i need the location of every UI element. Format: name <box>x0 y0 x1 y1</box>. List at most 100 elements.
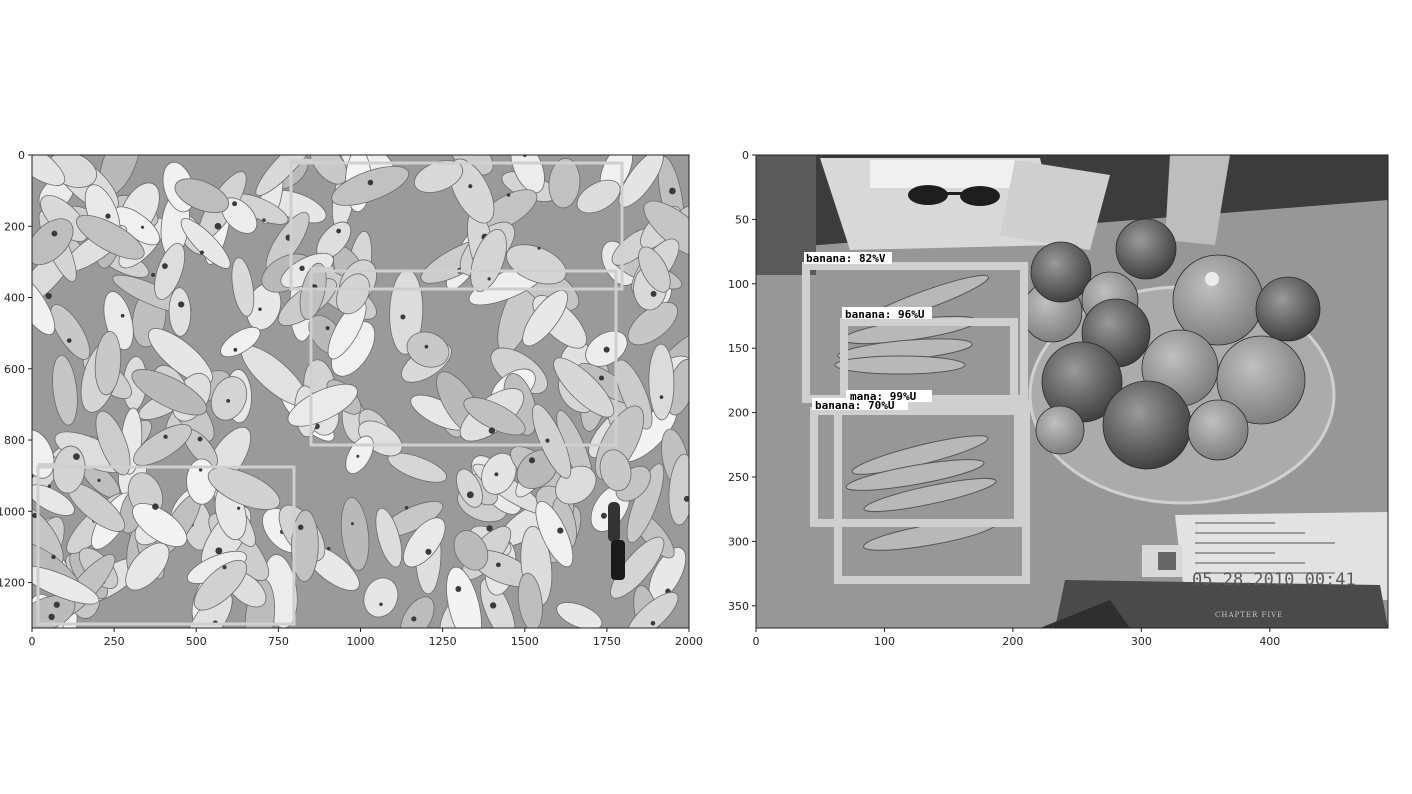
x-tick-label: 1500 <box>511 635 539 648</box>
paper-line <box>1195 552 1275 554</box>
banana-spot <box>350 522 354 526</box>
banana-spot <box>487 277 491 281</box>
banana-spot <box>199 250 204 255</box>
banana-shape <box>75 214 145 260</box>
banana-shape <box>556 602 603 628</box>
banana-shape <box>548 157 581 209</box>
y-tick-label: 200 <box>728 407 749 420</box>
y-tick-label: 600 <box>4 363 25 376</box>
banana-spot <box>140 225 145 229</box>
banana-spot <box>489 602 497 609</box>
right-axes-frame <box>755 154 1389 629</box>
detection-label: banana: 70%U <box>815 399 895 412</box>
y-tick-label: 200 <box>4 220 25 233</box>
banana-shape <box>610 536 665 599</box>
banana-spot <box>215 547 223 555</box>
banana-shape <box>481 452 517 495</box>
banana-spot <box>468 184 473 189</box>
paper-line <box>1195 542 1335 544</box>
banana-spot <box>214 222 222 230</box>
banana-spot <box>152 503 159 510</box>
banana-shape <box>453 530 489 571</box>
right-axis-ticks: 0 100 200 300 400 0 50 100 150 200 250 300 350 <box>728 149 1280 648</box>
timestamp: 05.28.2010 00:41 <box>1192 570 1356 590</box>
banana-shape <box>522 290 568 347</box>
banana-spot <box>466 491 474 499</box>
banana-spot <box>600 512 607 519</box>
sunglasses-icon <box>908 185 1000 206</box>
banana-shape <box>553 357 615 418</box>
banana-shape <box>231 257 255 317</box>
detection-boxes <box>802 262 1030 584</box>
banana-shape <box>479 578 516 628</box>
banana-spot <box>659 395 664 399</box>
y-tick-label: 100 <box>728 278 749 291</box>
banana-spot <box>356 454 360 458</box>
banana-shape <box>207 467 281 510</box>
banana-shape <box>510 155 545 194</box>
fruit-sticker <box>1205 272 1219 286</box>
banana-spot <box>411 616 417 622</box>
paper-line <box>1195 562 1305 564</box>
banana-spot <box>232 201 238 207</box>
banana-shape <box>375 507 403 568</box>
orange <box>1216 335 1306 425</box>
banana-spot <box>650 620 656 626</box>
banana-shape <box>863 477 997 513</box>
banana-spot <box>598 375 605 381</box>
paper-line <box>1195 572 1335 574</box>
banana-spot <box>320 150 325 155</box>
banana-shape <box>626 591 679 628</box>
paper-line <box>1195 532 1305 534</box>
apple <box>1030 241 1092 303</box>
x-tick-label: 200 <box>1002 635 1023 648</box>
y-tick-label: 150 <box>728 342 749 355</box>
x-tick-label: 1000 <box>347 635 375 648</box>
banana-spot <box>198 468 203 472</box>
banana-spot <box>73 453 80 461</box>
banana-spot <box>326 546 331 551</box>
banana-photo-left <box>24 150 689 628</box>
y-tick-label: 350 <box>728 600 749 613</box>
banana-shape <box>255 155 317 196</box>
banana-spot <box>161 263 168 269</box>
x-tick-label: 400 <box>1259 635 1280 648</box>
banana-shape <box>627 302 678 346</box>
banana-spot <box>683 495 689 502</box>
banana-spot <box>24 541 29 546</box>
detection-label: mana: 99%U <box>850 390 917 403</box>
x-tick-label: 0 <box>753 635 760 648</box>
banana-spot <box>237 506 241 510</box>
banana-spot <box>105 213 111 219</box>
banana-spot <box>545 438 550 443</box>
detection-box <box>834 400 1030 584</box>
detection-box <box>810 407 1022 527</box>
detection-box <box>36 465 296 626</box>
apple <box>1102 380 1192 470</box>
y-tick-label: 1200 <box>0 577 25 590</box>
banana-spot <box>178 301 185 308</box>
banana-shape <box>95 410 131 476</box>
banana-shape <box>210 376 248 421</box>
banana-shape <box>463 397 526 436</box>
banana-shape <box>125 542 170 591</box>
apple <box>1115 218 1177 280</box>
banana-spot <box>53 601 60 608</box>
banana-spot <box>424 344 429 349</box>
banana-shape <box>132 503 188 547</box>
banana-spot <box>47 484 51 488</box>
banana-spot <box>325 326 330 331</box>
x-tick-label: 250 <box>104 635 125 648</box>
fruit-photo-right: CHAPTER FIVE 05.28.2010 00:41 banana: 82… <box>756 155 1388 628</box>
y-tick-label: 0 <box>18 149 25 162</box>
banana-shape <box>363 577 399 618</box>
banana-shape <box>470 229 507 292</box>
banana-spot <box>496 562 501 568</box>
banana-spot <box>32 512 38 519</box>
banana-shape <box>32 565 100 605</box>
banana-spot <box>669 187 676 195</box>
y-tick-label: 0 <box>742 149 749 162</box>
banana-spot <box>506 193 511 197</box>
banana-shape <box>517 572 543 628</box>
banana-shape <box>168 287 192 337</box>
